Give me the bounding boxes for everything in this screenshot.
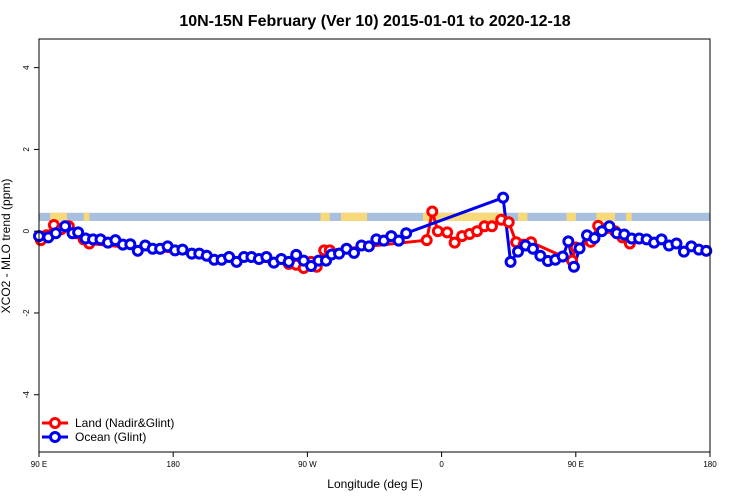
series-point-1 [567,260,580,273]
plot-area: 90 E 180 90 W 0 90 E 180 -4 -2 0 2 4 [22,38,717,469]
legend-ocean-marker [49,431,61,443]
x-tick-label: 90 E [568,460,584,469]
series-point-1 [131,244,144,257]
series-point-1 [588,232,601,245]
series-point-1 [260,250,273,263]
series-point-1 [603,220,616,233]
legend-land-marker [49,417,61,429]
series-point-1 [512,245,525,258]
legend: Land (Nadir&Glint) Ocean (Glint) [42,416,174,444]
land-band-segment [596,212,615,221]
series-point-1 [573,242,586,255]
x-tick-label: 180 [703,460,717,469]
land-band-segment [340,212,368,221]
series-point-1 [72,226,85,239]
y-tick-label: 2 [22,147,31,152]
land-band-segment [626,212,632,221]
x-tick-label: 180 [167,460,181,469]
series-point-1 [347,246,360,259]
land-band-segment [83,212,90,221]
land-band-segment [518,212,528,221]
series-point-1 [534,249,547,262]
series-point-1 [176,243,189,256]
series-point-1 [700,244,713,257]
series-point-1 [655,233,668,246]
series-point-0 [485,220,498,233]
series-point-1 [556,250,569,263]
series-point-1 [297,254,310,267]
series-point-1 [562,235,575,248]
series-point-1 [400,227,413,240]
series-point-1 [59,220,72,233]
legend-land-label: Land (Nadir&Glint) [75,416,174,430]
series-point-0 [502,216,515,229]
series-point-1 [670,237,683,250]
x-axis-label: Longitude (deg E) [327,477,422,491]
land-band-segment [50,212,67,221]
series-point-1 [124,238,137,251]
series-point-1 [526,242,539,255]
plot-frame [38,38,711,453]
y-axis-label: XCO2 - MLO trend (ppm) [0,179,13,314]
series-point-1 [504,255,517,268]
series-point-1 [677,245,690,258]
y-tick-label: 4 [22,65,31,70]
land-band-segment [566,212,576,221]
y-tick-label: 0 [22,228,31,233]
series-point-0 [426,205,439,218]
series-point-0 [441,226,454,239]
series-point-0 [448,236,461,249]
series-point-0 [431,225,444,238]
land-band-segment [320,212,330,221]
x-tick-label: 90 W [298,460,317,469]
chart-title: 10N-15N February (Ver 10) 2015-01-01 to … [179,13,570,30]
legend-ocean-label: Ocean (Glint) [75,430,146,444]
series-point-1 [497,191,510,204]
series-point-1 [282,255,295,268]
ocean-band [39,212,710,221]
land-band-segment [422,212,507,221]
y-tick-label: -4 [22,391,31,399]
series-point-1 [392,234,405,247]
series-point-1 [49,227,62,240]
series-point-1 [290,248,303,261]
x-tick-label: 0 [439,460,444,469]
series-point-0 [420,234,433,247]
y-tick-label: -2 [22,309,31,317]
series-point-1 [305,259,318,272]
x-tick-label: 90 E [31,460,47,469]
series-point-1 [362,240,375,253]
